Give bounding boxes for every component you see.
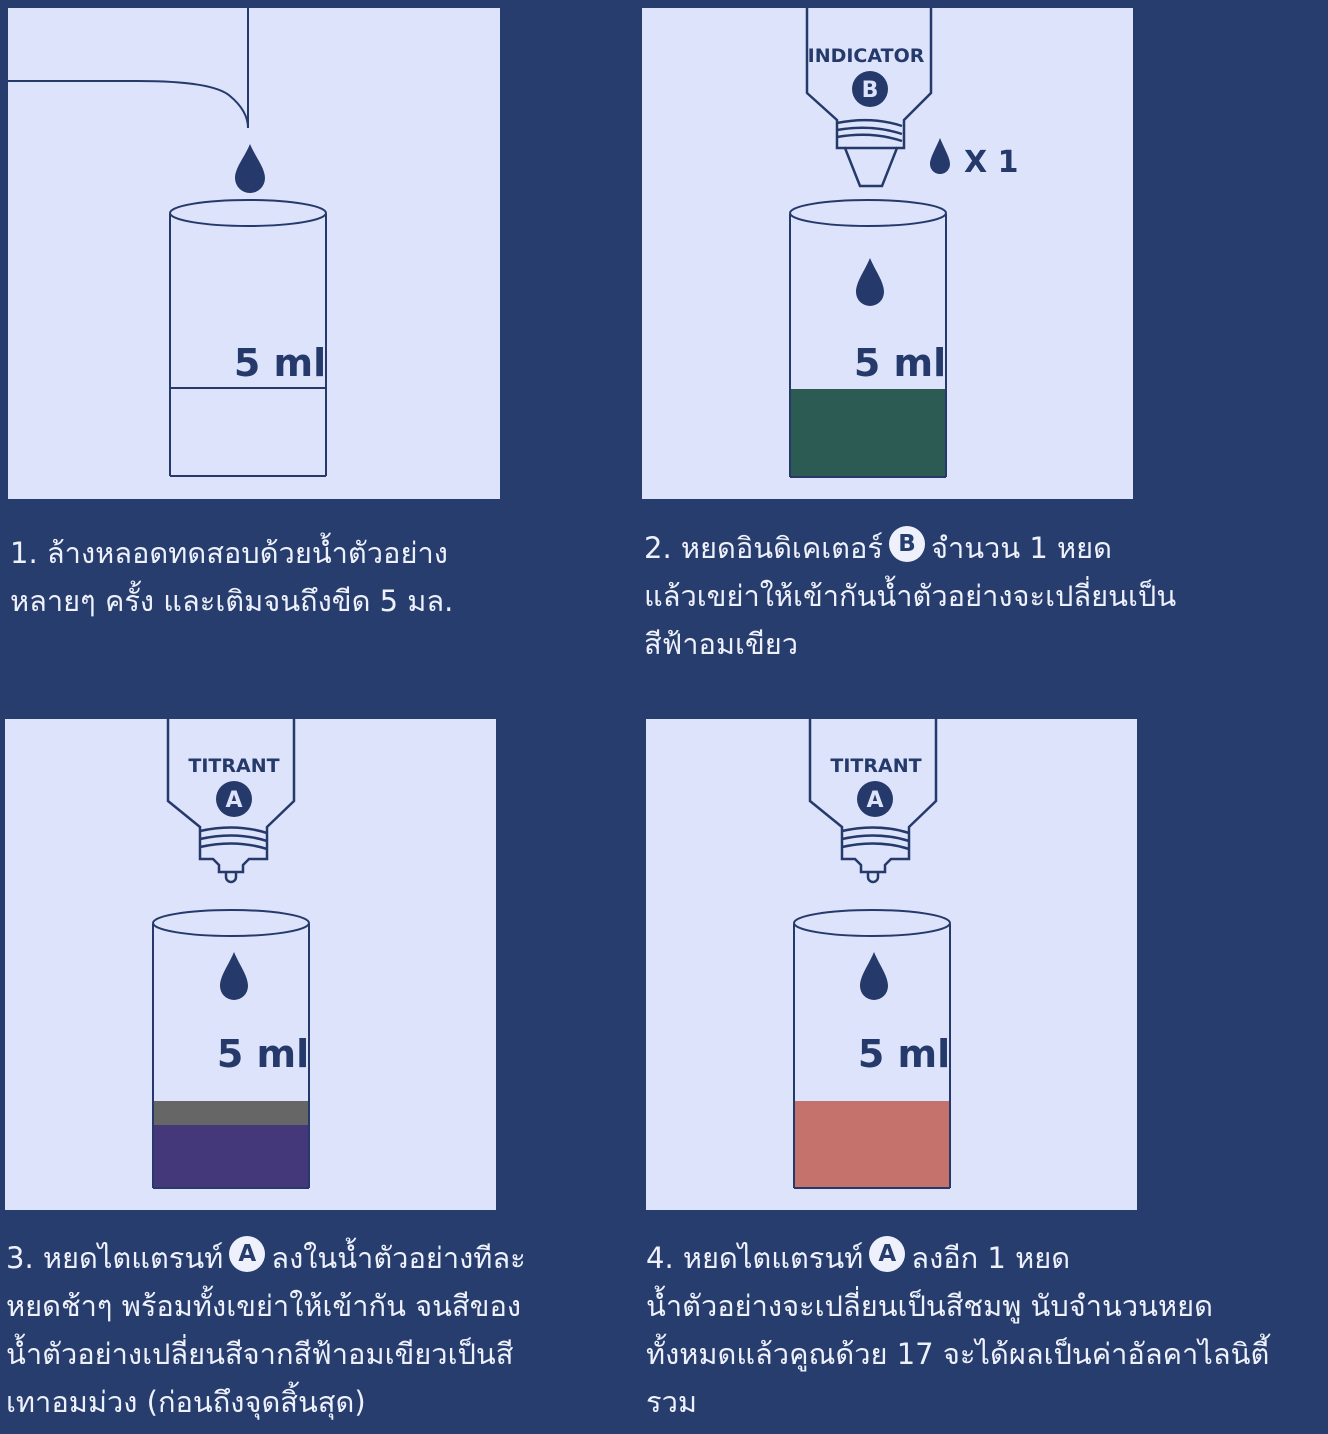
caption-line: น้ำตัวอย่างเปลี่ยนสีจากสีฟ้าอมเขียวเป็นส… — [6, 1337, 514, 1371]
caption-suffix: จำนวน 1 หยด — [930, 531, 1112, 565]
bottle-badge: B — [862, 78, 879, 103]
caption-prefix: 2. หยดอินดิเคเตอร์ — [644, 531, 883, 565]
step-3-panel: TITRANT A 5 ml — [5, 719, 496, 1210]
caption-suffix: ลงอีก 1 หยด — [911, 1241, 1071, 1275]
caption-line: หยดช้าๆ พร้อมทั้งเขย่าให้เข้ากัน จนสีของ — [6, 1289, 522, 1323]
test-tube — [152, 909, 310, 1189]
indicator-b-badge: B — [888, 526, 925, 562]
step-1-caption: 1. ล้างหลอดทดสอบด้วยน้ำตัวอย่าง หลายๆ คร… — [10, 529, 453, 625]
caption-suffix: ลงในน้ำตัวอย่างทีละ — [271, 1241, 526, 1275]
caption-prefix: 3. หยดไตแตรนท์ — [6, 1241, 224, 1275]
liquid-fill — [790, 389, 946, 477]
drop-icon — [235, 144, 265, 193]
drop-icon — [930, 138, 950, 174]
volume-label: 5 ml — [858, 1032, 950, 1076]
volume-label: 5 ml — [217, 1032, 309, 1076]
test-tube — [793, 909, 951, 1189]
step-1-panel: 5 ml — [8, 8, 500, 499]
titrant-a-badge: A — [229, 1236, 266, 1272]
caption-line: 1. ล้างหลอดทดสอบด้วยน้ำตัวอย่าง — [10, 536, 448, 570]
caption-line: สีฟ้าอมเขียว — [644, 627, 799, 661]
bottle-label: TITRANT — [830, 755, 921, 777]
caption-first-line: 3. หยดไตแตรนท์ A ลงในน้ำตัวอย่างทีละ — [6, 1234, 526, 1282]
liquid-fill — [153, 1125, 309, 1188]
step-4-illustration: TITRANT A 5 ml — [793, 719, 951, 1189]
step-4-caption: 4. หยดไตแตรนท์ A ลงอีก 1 หยด น้ำตัวอย่างจะ… — [646, 1234, 1269, 1426]
step-2-panel: INDICATOR B X 1 5 ml — [642, 8, 1133, 499]
caption-first-line: 2. หยดอินดิเคเตอร์ B จำนวน 1 หยด — [644, 524, 1176, 572]
bottle-label: TITRANT — [188, 755, 279, 777]
gray-layer — [153, 1101, 309, 1125]
volume-label: 5 ml — [854, 341, 946, 385]
step-3-illustration: TITRANT A 5 ml — [152, 719, 310, 1189]
titrant-bottle — [808, 719, 938, 884]
step-1-illustration: 5 ml — [8, 8, 327, 477]
step-3-caption: 3. หยดไตแตรนท์ A ลงในน้ำตัวอย่างทีละ หยดช้… — [6, 1234, 526, 1426]
drop-icon — [860, 952, 888, 1000]
liquid-fill — [794, 1101, 950, 1188]
bottle-badge: A — [866, 788, 883, 813]
caption-prefix: 4. หยดไตแตรนท์ — [646, 1241, 864, 1275]
titrant-a-badge: A — [869, 1236, 906, 1272]
bottle-badge-circle — [857, 781, 893, 817]
bottle-badge-circle — [216, 781, 252, 817]
indicator-bottle — [805, 8, 933, 188]
step-2-caption: 2. หยดอินดิเคเตอร์ B จำนวน 1 หยด แล้วเขย่า… — [644, 524, 1176, 668]
caption-line: หลายๆ ครั้ง และเติมจนถึงขีด 5 มล. — [10, 584, 454, 618]
caption-first-line: 4. หยดไตแตรนท์ A ลงอีก 1 หยด — [646, 1234, 1269, 1282]
caption-line: เทาอมม่วง (ก่อนถึงจุดสิ้นสุด) — [6, 1385, 366, 1419]
volume-label: 5 ml — [234, 341, 326, 385]
caption-line: น้ำตัวอย่างจะเปลี่ยนเป็นสีชมพู นับจำนวนห… — [646, 1289, 1213, 1323]
drop-icon — [220, 952, 248, 1000]
bottle-badge: A — [225, 788, 242, 813]
caption-line: แล้วเขย่าให้เข้ากันน้ำตัวอย่างจะเปลี่ยนเ… — [644, 579, 1177, 613]
bottle-label: INDICATOR — [808, 45, 925, 67]
caption-line: รวม — [646, 1385, 697, 1419]
test-tube — [169, 199, 327, 477]
drop-icon — [856, 258, 884, 306]
step-2-illustration: INDICATOR B X 1 5 ml — [789, 8, 1018, 478]
test-tube — [789, 199, 947, 478]
step-4-panel: TITRANT A 5 ml — [646, 719, 1137, 1210]
drop-count: X 1 — [964, 145, 1018, 180]
caption-line: ทั้งหมดแล้วคูณด้วย 17 จะได้ผลเป็นค่าอัลค… — [646, 1337, 1270, 1371]
bottle-badge-circle — [852, 71, 888, 107]
titrant-bottle — [166, 719, 296, 884]
wash-bottle-outline — [8, 8, 249, 129]
